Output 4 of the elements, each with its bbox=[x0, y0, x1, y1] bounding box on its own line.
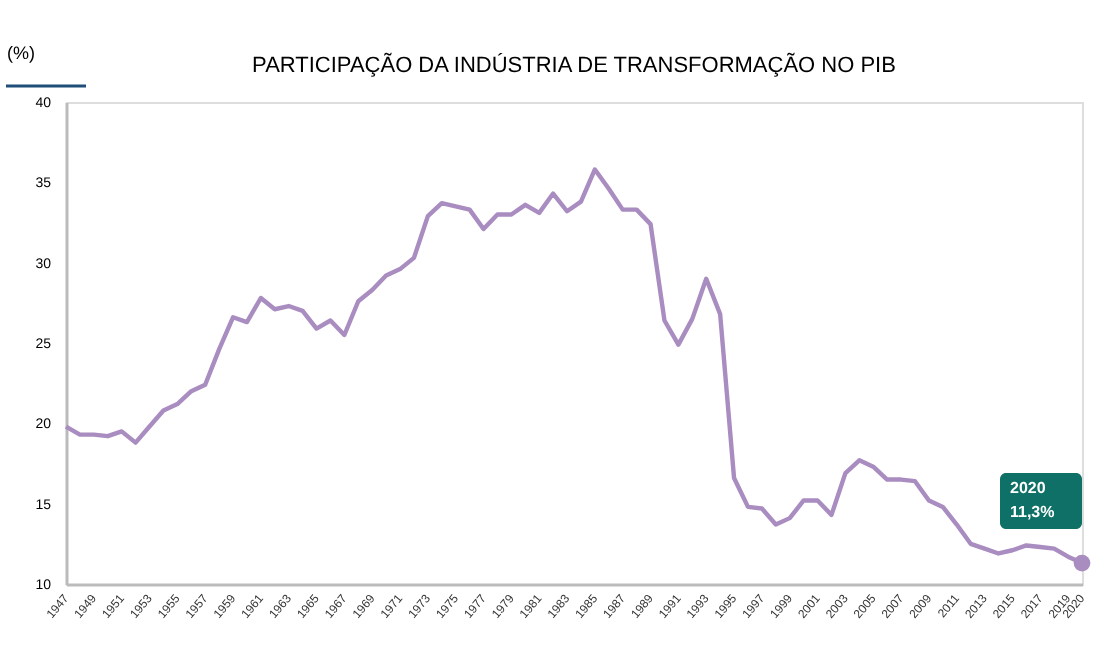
annotation: 2020 bbox=[1010, 479, 1047, 498]
annotation: 11,3% bbox=[1010, 503, 1055, 522]
y-axis-title: (%) bbox=[7, 43, 35, 63]
chart-title: PARTICIPAÇÃO DA INDÚSTRIA DE TRANSFORMAÇÃO NO PIB bbox=[252, 52, 896, 78]
